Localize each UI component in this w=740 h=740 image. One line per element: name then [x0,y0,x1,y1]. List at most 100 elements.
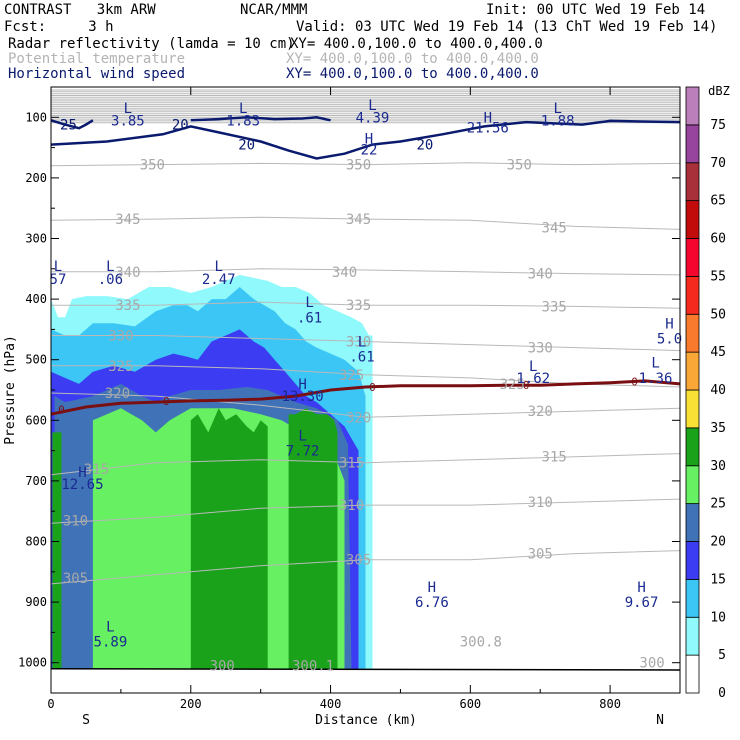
isentrope-label: 350 [140,158,165,174]
colorbar-tick-label: 5 [718,648,726,663]
extremum-letter: L [54,259,62,275]
isentrope-label: 340 [115,265,140,281]
isentrope-label: 330 [528,341,553,357]
extremum-letter: H [298,377,306,393]
extremum-value: 1.83 [226,113,260,129]
colorbar-swatch-65 [685,162,700,202]
extremum-letter: L [529,359,537,375]
colorbar-swatch-15 [685,541,700,580]
colorbar-swatch-60 [685,200,700,239]
isentrope-label: 345 [346,212,371,228]
colorbar-swatch-40 [685,351,700,391]
colorbar-tick-label: 40 [710,383,726,398]
colorbar-unit-label: dBZ [708,84,730,98]
isentrope-label: 330 [108,328,133,344]
colorbar-tick-label: 15 [710,572,726,587]
model-title: CONTRAST 3km ARW [4,2,156,18]
freezing-level-line [51,379,680,416]
y-tick-label: 200 [25,171,47,185]
south-end-label: S [82,713,90,728]
extremum-letter: L [651,356,659,372]
isentrope-label: 305 [528,547,553,563]
extremum-letter: H [428,580,436,596]
isentrope-label: 335 [542,299,567,315]
colorbar-swatch-30 [685,427,700,467]
freezing-level-label: 0 [631,376,638,389]
colorbar-tick-label: 45 [710,345,726,360]
isentrope-label: 345 [542,221,567,237]
colorbar-tick-label: 20 [710,535,726,550]
extremum-value: 7.72 [286,444,320,460]
colorbar-swatch-45 [685,313,700,353]
isentrope-label: 325 [500,377,525,393]
isentrope-label: 320 [346,410,371,426]
isentrope-label: 345 [115,212,140,228]
colorbar-tick-label: 25 [710,497,726,512]
reflectivity-area-30dbz-5 [52,432,62,669]
wind-speed-label: 25 [60,118,77,134]
extremum-value: .06 [98,272,123,288]
isentrope-label: 320 [105,386,130,402]
extremum-value: 9.67 [625,595,659,611]
y-tick-label: 300 [25,232,47,246]
wind-speed-label: 20 [172,118,189,134]
x-tick-label: 800 [599,697,621,711]
isentrope-line-1 [51,216,680,230]
isentrope-line-2 [51,268,680,276]
init-time: Init: 00 UTC Wed 19 Feb 14 [486,2,706,18]
isentrope-label: 335 [346,298,371,314]
valid-time: Valid: 03 UTC Wed 19 Feb 14 (13 ChT Wed … [296,19,718,35]
extremum-letter: H [637,580,645,596]
extremum-value: 2.47 [202,272,236,288]
extremum-value: 1.36 [639,371,673,387]
y-tick-label: 600 [25,413,47,427]
x-tick-label: 400 [320,697,342,711]
y-tick-label: 100 [25,110,47,124]
colorbar-tick-label: 50 [710,307,726,322]
freezing-level-label: 0 [369,381,376,394]
extremum-letter: L [124,101,132,117]
isentrope-label: 315 [542,450,567,466]
reflectivity-area-30dbz-6 [190,408,268,669]
extremum-value: 1.62 [516,371,550,387]
colorbar-swatch-75 [685,86,700,126]
isentrope-line-7 [51,453,680,476]
colorbar-tick-label: 60 [710,232,726,247]
colorbar-swatch-5 [685,616,700,656]
isentrope-label: 330 [346,335,371,351]
y-tick-label: 400 [25,292,47,306]
extremum-letter: L [305,295,313,311]
wind-speed-contour-2 [190,116,331,122]
x-tick-label: 200 [180,697,202,711]
forecast-hour: Fcst: 3 h [4,19,114,35]
isentrope-line-6 [51,392,680,418]
extremum-value: 21.56 [467,121,509,137]
colorbar-tick-label: 35 [710,421,726,436]
extremum-letter: H [484,110,492,126]
isentrope-line-0 [51,162,680,167]
legend-reflectivity-xy: XY= 400.0,100.0 to 400.0,400.0 [290,36,543,52]
reflectivity-area-30dbz-7 [288,408,338,669]
colorbar-swatch-0 [685,654,700,694]
extremum-letter: L [215,259,223,275]
isentrope-label: 315 [339,456,364,472]
y-tick-label: 800 [25,535,47,549]
colorbar-tick-label: 10 [710,610,726,625]
wind-speed-contour-1 [51,119,680,160]
legend-reflectivity-label: Radar reflectivity (lamda = 10 cm) [8,36,295,52]
colorbar-tick-label: 75 [710,118,726,133]
extremum-letter: L [298,428,306,444]
extremum-letter: H [78,465,86,481]
y-axis-label: Pressure (hPa) [3,335,18,445]
extremum-value: 3.85 [111,113,145,129]
x-tick-label: 600 [459,697,481,711]
extremum-value: 22 [361,142,378,158]
extremum-value: 13.30 [282,389,324,405]
extremum-value: 1.88 [541,113,575,129]
extremum-letter: L [358,335,366,351]
isentrope-label: 340 [332,265,357,281]
isentrope-label: 310 [339,498,364,514]
colorbar-tick-label: 30 [710,459,726,474]
freezing-level-label: 0 [523,379,530,392]
